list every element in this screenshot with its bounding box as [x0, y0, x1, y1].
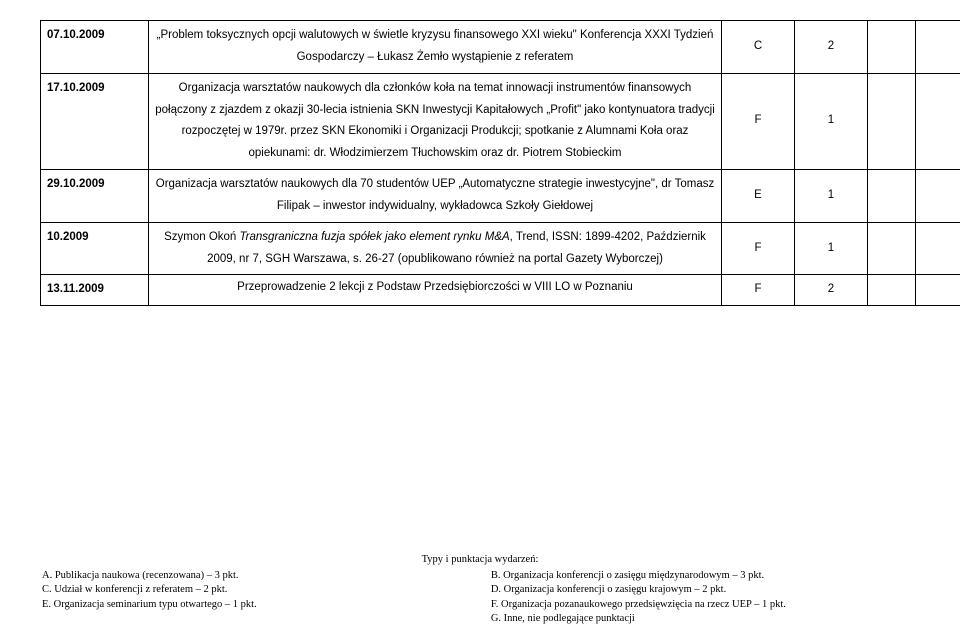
- cell-code: F: [722, 222, 795, 275]
- cell-date: 10.2009: [41, 222, 149, 275]
- cell-desc: „Problem toksycznych opcji walutowych w …: [149, 21, 722, 74]
- table-row: 13.11.2009 Przeprowadzenie 2 lekcji z Po…: [41, 275, 960, 306]
- legend-item: G. Inne, nie podlegające punktacji: [489, 612, 920, 626]
- document-page: 07.10.2009 „Problem toksycznych opcji wa…: [0, 0, 960, 640]
- cell-extra: [868, 170, 916, 223]
- legend-item: B. Organizacja konferencji o zasięgu mię…: [489, 569, 920, 583]
- cell-desc: Organizacja warsztatów naukowych dla 70 …: [149, 170, 722, 223]
- cell-date: 07.10.2009: [41, 21, 149, 74]
- cell-extra: [868, 275, 916, 306]
- legend-item: D. Organizacja konferencji o zasięgu kra…: [489, 583, 920, 597]
- cell-pts: 1: [795, 73, 868, 169]
- legend-item: F. Organizacja pozanaukowego przedsięwzi…: [489, 598, 920, 612]
- legend-item: C. Udział w konferencji z referatem – 2 …: [40, 583, 471, 597]
- cell-extra: [868, 21, 916, 74]
- desc-pre: Szymon Okoń: [164, 231, 239, 243]
- cell-code: F: [722, 275, 795, 306]
- cell-extra: [916, 21, 960, 74]
- legend-item: E. Organizacja seminarium typu otwartego…: [40, 598, 471, 612]
- table-row: 10.2009 Szymon Okoń Transgraniczna fuzja…: [41, 222, 960, 275]
- cell-date: 17.10.2009: [41, 73, 149, 169]
- cell-pts: 2: [795, 275, 868, 306]
- cell-extra: [868, 73, 916, 169]
- cell-pts: 1: [795, 170, 868, 223]
- cell-extra: [916, 73, 960, 169]
- footer-col-left: A. Publikacja naukowa (recenzowana) – 3 …: [40, 569, 471, 626]
- footer-legend: Typy i punktacja wydarzeń: A. Publikacja…: [40, 553, 920, 626]
- cell-desc: Szymon Okoń Transgraniczna fuzja spółek …: [149, 222, 722, 275]
- table-row: 29.10.2009 Organizacja warsztatów naukow…: [41, 170, 960, 223]
- table-row: 17.10.2009 Organizacja warsztatów naukow…: [41, 73, 960, 169]
- cell-code: F: [722, 73, 795, 169]
- desc-italic: Transgraniczna fuzja spółek jako element…: [240, 231, 510, 243]
- cell-pts: 2: [795, 21, 868, 74]
- cell-pts: 1: [795, 222, 868, 275]
- footer-columns: A. Publikacja naukowa (recenzowana) – 3 …: [40, 569, 920, 626]
- cell-date: 29.10.2009: [41, 170, 149, 223]
- cell-extra: [916, 275, 960, 306]
- cell-desc: Organizacja warsztatów naukowych dla czł…: [149, 73, 722, 169]
- legend-item: A. Publikacja naukowa (recenzowana) – 3 …: [40, 569, 471, 583]
- cell-desc: Przeprowadzenie 2 lekcji z Podstaw Przed…: [149, 275, 722, 306]
- cell-extra: [868, 222, 916, 275]
- cell-extra: [916, 222, 960, 275]
- cell-date: 13.11.2009: [41, 275, 149, 306]
- cell-extra: [916, 170, 960, 223]
- footer-col-right: B. Organizacja konferencji o zasięgu mię…: [489, 569, 920, 626]
- table-row: 07.10.2009 „Problem toksycznych opcji wa…: [41, 21, 960, 74]
- cell-code: C: [722, 21, 795, 74]
- cell-code: E: [722, 170, 795, 223]
- footer-title: Typy i punktacja wydarzeń:: [40, 553, 920, 567]
- events-table: 07.10.2009 „Problem toksycznych opcji wa…: [40, 20, 960, 306]
